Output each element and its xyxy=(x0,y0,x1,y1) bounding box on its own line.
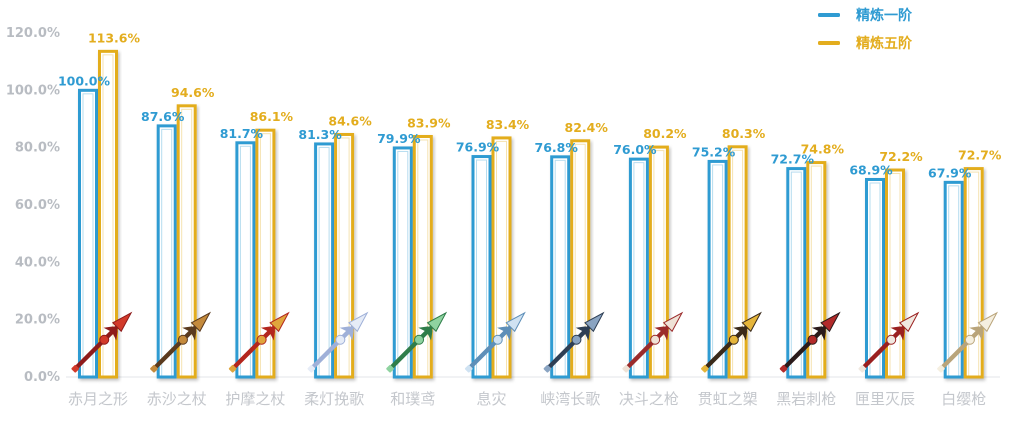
polearm-blue-icon xyxy=(464,311,526,373)
legend-swatch-series-2 xyxy=(818,41,840,45)
category-label: 决斗之枪 xyxy=(619,390,679,408)
polearm-red-icon xyxy=(71,311,133,373)
data-label-refine5: 83.4% xyxy=(486,117,530,132)
data-label-refine1: 76.8% xyxy=(535,140,579,155)
category-label: 白缨枪 xyxy=(941,390,986,408)
data-label-refine1: 87.6% xyxy=(141,109,185,124)
y-tick-label: 0.0% xyxy=(24,370,60,385)
bar-refine1 xyxy=(314,142,335,379)
bar-refine1 xyxy=(786,167,807,379)
bar-refine1 xyxy=(156,124,177,379)
data-label-refine1: 79.9% xyxy=(377,131,421,146)
category-label: 黑岩刺枪 xyxy=(776,390,836,408)
data-label-refine1: 68.9% xyxy=(849,162,893,177)
bar-refine5 xyxy=(412,134,433,379)
data-label-refine5: 86.1% xyxy=(250,109,294,124)
legend-label-series-1: 精炼一阶 xyxy=(856,7,913,24)
category-label: 和璞鸢 xyxy=(390,390,435,408)
category-label: 匣里灭辰 xyxy=(855,390,915,408)
data-label-refine5: 82.4% xyxy=(565,120,609,135)
polearm-black-red-icon xyxy=(779,311,841,373)
data-labels: 100.0% 113.6% 87.6% 94.6% 81.7% 86.1% 81.3%84.… xyxy=(58,30,1002,180)
bars xyxy=(78,49,984,379)
category-label: 峡湾长歌 xyxy=(540,390,600,408)
category-label: 赤沙之杖 xyxy=(147,390,207,408)
bar-refine1 xyxy=(628,157,649,379)
data-label-refine1: 100.0% xyxy=(58,73,111,88)
category-label: 赤月之形 xyxy=(68,390,128,408)
bar-refine1 xyxy=(550,155,571,379)
data-label-refine1: 81.7% xyxy=(220,126,264,141)
legend-swatch-series-1 xyxy=(818,13,840,17)
bar-refine1 xyxy=(865,177,885,379)
polearm-jade-icon xyxy=(386,311,448,373)
data-label-refine1: 72.7% xyxy=(771,152,815,167)
data-label-refine5: 94.6% xyxy=(171,85,215,100)
bar-refine5 xyxy=(98,49,118,379)
data-label-refine5: 72.2% xyxy=(879,149,923,164)
y-tick-label: 100.0% xyxy=(6,83,60,98)
data-label-refine1: 75.2% xyxy=(692,144,736,159)
bar-refine1 xyxy=(235,141,256,379)
bar-refine1 xyxy=(707,159,728,379)
y-tick-label: 20.0% xyxy=(15,313,60,328)
polearm-red-white-icon xyxy=(622,311,684,373)
legend-label-series-2: 精炼五阶 xyxy=(856,35,913,52)
data-label-refine1: 76.9% xyxy=(456,140,500,155)
legend: 精炼一阶 精炼五阶 xyxy=(818,7,913,52)
y-tick-label: 60.0% xyxy=(15,198,60,213)
bar-refine5 xyxy=(963,167,984,379)
data-label-refine5: 72.7% xyxy=(958,148,1002,163)
bar-refine1 xyxy=(471,155,492,379)
category-label: 柔灯挽歌 xyxy=(304,390,364,408)
data-label-refine5: 113.6% xyxy=(88,30,141,45)
bar-refine5 xyxy=(255,128,276,379)
weapon-icons xyxy=(71,311,999,373)
data-label-refine1: 67.9% xyxy=(928,165,972,180)
y-tick-label: 80.0% xyxy=(15,141,60,156)
bar-refine5 xyxy=(727,145,748,379)
polearm-white-blue-icon xyxy=(307,311,369,373)
polearm-dark-blue-icon xyxy=(543,311,605,373)
polearm-bronze-icon xyxy=(150,311,212,373)
polearm-white-gold-icon xyxy=(937,311,999,373)
y-axis: 0.0% 20.0% 40.0% 60.0% 80.0% 100.0% 120.0% xyxy=(6,26,1000,385)
bar-refine5 xyxy=(648,145,669,379)
polearm-red-gold-icon xyxy=(228,311,290,373)
bar-refine5 xyxy=(570,139,591,379)
data-label-refine5: 74.8% xyxy=(801,142,845,157)
bar-refine1 xyxy=(78,88,98,379)
polearm-white-red-icon xyxy=(858,311,920,373)
category-label: 贯虹之槊 xyxy=(698,390,758,408)
data-label-refine5: 80.2% xyxy=(643,126,687,141)
category-label: 护摩之杖 xyxy=(225,390,285,408)
bar-refine5 xyxy=(806,161,827,379)
bar-refine5 xyxy=(176,104,197,379)
y-tick-label: 40.0% xyxy=(15,255,60,270)
bar-refine5 xyxy=(885,168,905,379)
bar-refine5 xyxy=(491,136,512,379)
category-label: 息灾 xyxy=(476,390,506,408)
data-label-refine5: 84.6% xyxy=(328,113,372,128)
data-label-refine1: 81.3% xyxy=(298,127,342,142)
bar-refine1 xyxy=(943,180,964,379)
category-labels: 赤月之形 赤沙之杖 护摩之杖 柔灯挽歌 和璞鸢 息灾 峡湾长歌 决斗之枪 贯虹之槊 黑岩刺枪 匣里灭… xyxy=(68,390,986,408)
data-label-refine5: 80.3% xyxy=(722,126,766,141)
y-tick-label: 120.0% xyxy=(6,26,60,41)
bar-refine1 xyxy=(392,146,413,379)
bar-refine5 xyxy=(334,132,355,379)
data-label-refine1: 76.0% xyxy=(613,142,657,157)
data-label-refine5: 83.9% xyxy=(407,115,451,130)
polearm-gold-icon xyxy=(701,311,762,373)
